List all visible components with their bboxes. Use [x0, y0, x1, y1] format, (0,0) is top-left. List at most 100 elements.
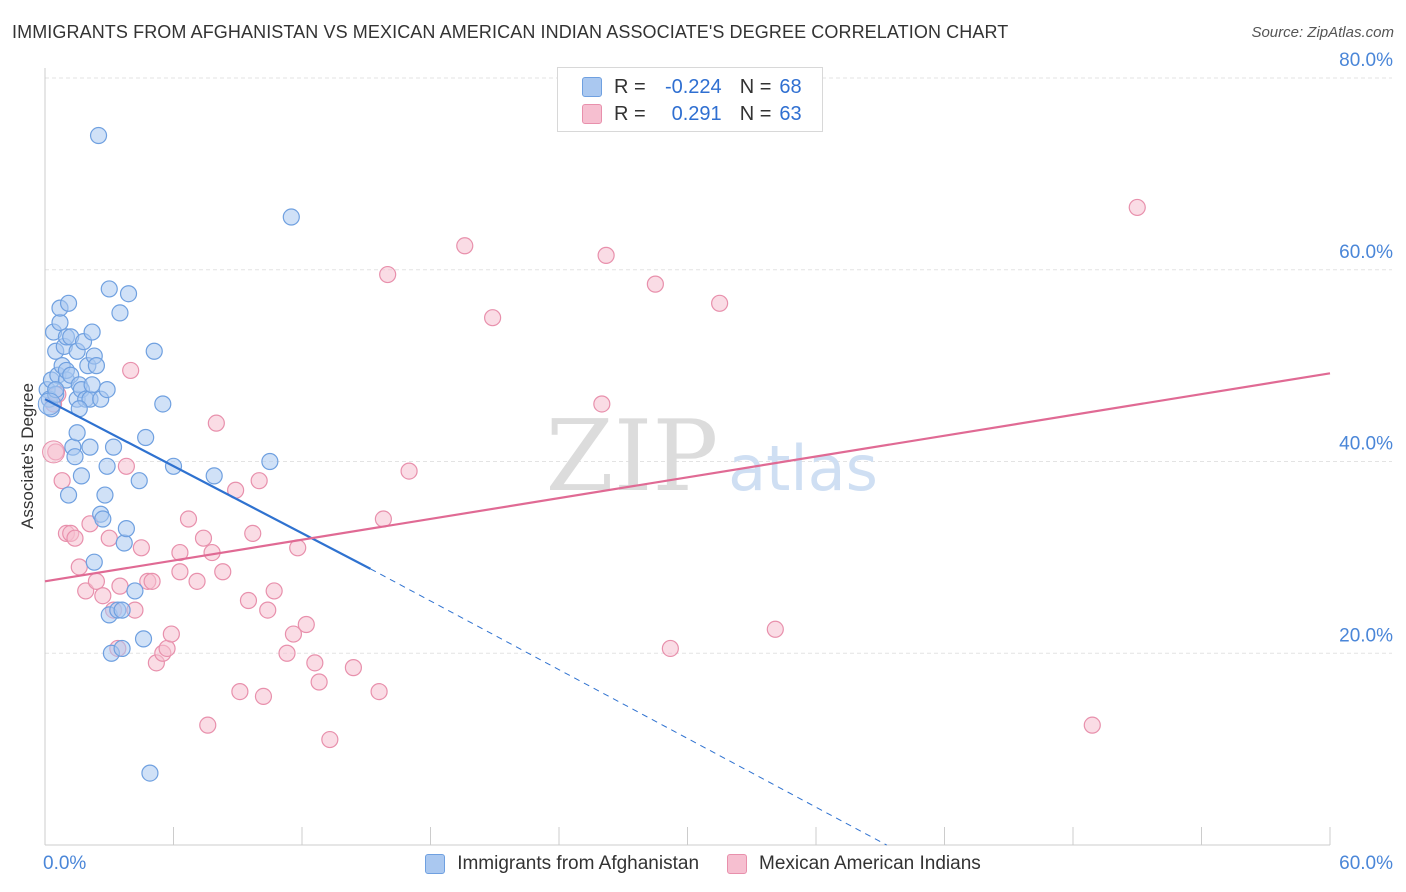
data-point — [72, 467, 91, 485]
legend-swatch-pink — [582, 104, 602, 124]
data-point — [141, 764, 159, 782]
trend-line-mexican — [44, 372, 1331, 583]
x-tick-label: 60.0% — [1339, 853, 1393, 874]
legend-n-label: N = — [739, 75, 772, 98]
data-point — [94, 587, 112, 605]
data-point — [400, 462, 418, 480]
series-immigrants-from-afghanistan — [37, 126, 300, 782]
data-point — [137, 428, 155, 447]
grid-lines — [45, 77, 1392, 654]
data-point — [1083, 716, 1101, 734]
legend-label-afghanistan: Immigrants from Afghanistan — [457, 853, 700, 874]
legend-swatch-blue — [425, 854, 446, 874]
data-point — [597, 246, 615, 264]
data-point — [83, 376, 101, 394]
data-point — [284, 625, 303, 643]
legend-r-label: R = — [614, 75, 646, 98]
legend-row-afghanistan: R = -0.224 N = 68 — [582, 75, 802, 99]
chart-title: IMMIGRANTS FROM AFGHANISTAN VS MEXICAN A… — [12, 22, 1009, 42]
data-point — [265, 582, 283, 600]
legend-r-value: -0.224 — [664, 75, 722, 98]
legend-swatch-pink — [727, 854, 748, 874]
data-point — [171, 563, 189, 581]
data-point — [321, 730, 339, 749]
data-point — [207, 414, 225, 432]
data-point — [593, 395, 611, 413]
data-point — [297, 615, 315, 634]
data-point — [81, 438, 99, 456]
y-tick-label: 20.0% — [1339, 625, 1393, 646]
data-point — [66, 448, 84, 466]
x-tick-label: 0.0% — [43, 853, 86, 874]
data-point — [130, 472, 148, 490]
data-point — [85, 553, 103, 571]
data-point — [70, 558, 88, 576]
data-point — [244, 524, 262, 543]
data-point — [113, 601, 131, 619]
data-point — [100, 280, 118, 298]
data-point — [89, 126, 108, 145]
series-legend: Immigrants from Afghanistan Mexican Amer… — [0, 852, 1406, 876]
data-point — [87, 357, 106, 375]
data-point — [162, 625, 180, 643]
legend-n-label: N = — [739, 102, 772, 125]
tick-labels: 20.0% 40.0% 60.0% 80.0% 0.0% 60.0% — [43, 50, 1393, 874]
data-point — [134, 630, 153, 648]
data-point — [661, 639, 679, 658]
data-point — [278, 644, 296, 662]
data-point — [132, 539, 150, 557]
data-point — [261, 452, 279, 471]
source-label: Source: ZipAtlas.com — [1251, 24, 1394, 41]
data-point — [214, 563, 232, 581]
data-point — [254, 687, 273, 705]
data-point — [59, 294, 78, 312]
watermark: ZIP atlas — [546, 400, 878, 514]
data-point — [205, 467, 223, 485]
data-point — [199, 716, 217, 734]
data-point — [113, 639, 131, 658]
data-point — [37, 392, 61, 416]
data-point — [1128, 198, 1146, 217]
legend-label-mexican: Mexican American Indians — [759, 853, 981, 874]
trend-line-afghanistan — [44, 398, 372, 570]
data-point — [126, 582, 144, 600]
data-point — [646, 275, 664, 293]
data-point — [87, 572, 106, 590]
trend-lines — [44, 372, 1331, 846]
data-point — [239, 591, 258, 610]
stats-legend: R = -0.224 N = 68 R = 0.291 N = 63 — [557, 67, 823, 132]
data-point — [250, 472, 268, 490]
y-tick-label: 60.0% — [1339, 242, 1393, 263]
data-point — [66, 529, 84, 547]
data-point — [379, 265, 397, 284]
data-point — [68, 424, 86, 442]
data-point — [100, 529, 118, 547]
legend-n-value: 63 — [779, 102, 802, 125]
y-tick-label: 40.0% — [1339, 434, 1393, 455]
data-point — [154, 395, 172, 413]
data-point — [77, 582, 95, 600]
data-point — [711, 294, 729, 312]
data-point — [53, 472, 71, 490]
data-point — [96, 486, 114, 504]
data-point — [42, 440, 66, 464]
data-point — [484, 309, 502, 327]
y-tick-label: 80.0% — [1339, 50, 1393, 71]
legend-r-label: R = — [614, 102, 646, 125]
data-point — [98, 457, 116, 475]
data-point — [145, 342, 163, 360]
legend-swatch-blue — [582, 77, 602, 97]
legend-row-mexican: R = 0.291 N = 63 — [582, 102, 802, 126]
legend-item-afghanistan: Immigrants from Afghanistan — [425, 853, 699, 875]
data-point — [456, 237, 474, 255]
series-mexican-american-indians — [42, 198, 1146, 749]
data-point — [51, 313, 69, 332]
watermark-atlas: atlas — [728, 432, 878, 505]
trend-line-afghanistan-extension — [370, 568, 887, 846]
data-point — [117, 457, 135, 475]
data-point — [98, 380, 116, 399]
data-point — [194, 529, 213, 547]
data-point — [158, 639, 176, 658]
data-point — [143, 572, 161, 590]
